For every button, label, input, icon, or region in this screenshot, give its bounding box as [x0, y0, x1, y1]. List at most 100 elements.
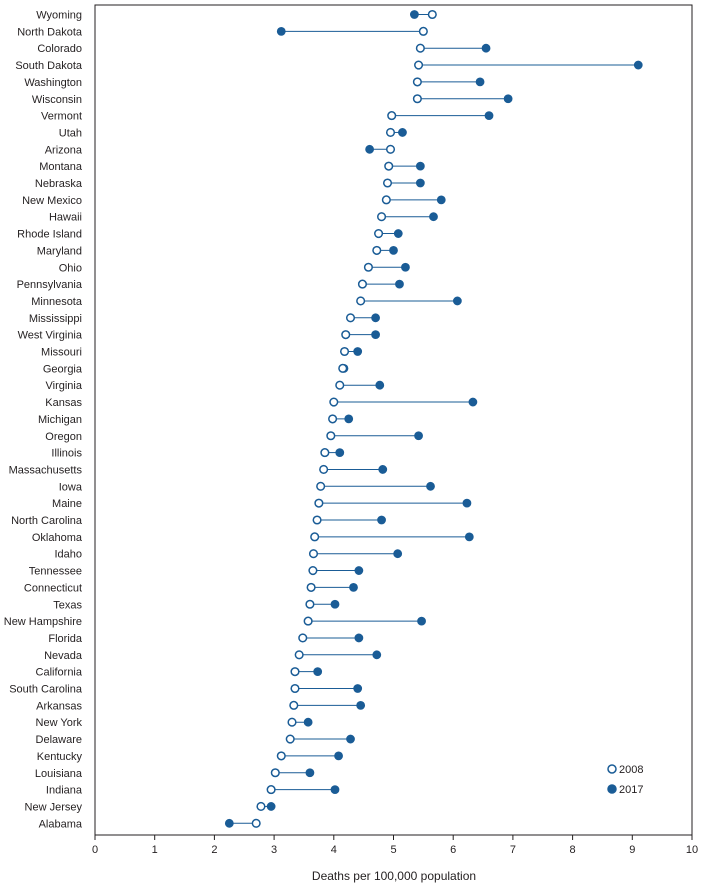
point-2008-kentucky [276, 751, 286, 761]
point-2008-kansas [329, 397, 339, 407]
point-2008-minnesota [356, 296, 366, 306]
point-2017-south-carolina [353, 684, 363, 693]
legend: 2008 2017 [607, 764, 643, 796]
point-2008-maine [314, 498, 324, 508]
state-label-missouri: Missouri [41, 347, 82, 359]
point-2008-washington [412, 77, 422, 87]
state-label-oklahoma: Oklahoma [32, 532, 83, 544]
x-tick-label-0: 0 [92, 844, 98, 856]
state-label-arizona: Arizona [45, 144, 83, 156]
state-label-north-carolina: North Carolina [11, 515, 83, 527]
point-2008-idaho [308, 549, 319, 559]
point-2017-new-hampshire [417, 616, 426, 626]
point-2017-arkansas [356, 700, 366, 710]
state-label-wisconsin: Wisconsin [32, 94, 82, 106]
x-tick-label-8: 8 [570, 844, 576, 856]
point-2008-georgia [338, 363, 348, 373]
point-2017-pennsylvania [395, 279, 404, 289]
state-label-florida: Florida [48, 633, 83, 645]
state-label-nevada: Nevada [44, 650, 83, 662]
state-label-nebraska: Nebraska [35, 178, 83, 190]
point-2008-michigan [328, 414, 338, 424]
point-2017-north-carolina [377, 515, 386, 525]
state-label-alabama: Alabama [39, 818, 83, 830]
point-2008-louisiana [270, 768, 280, 778]
point-2008-missouri [339, 346, 350, 357]
point-2017-oklahoma [464, 532, 474, 542]
point-2008-connecticut [306, 582, 316, 592]
point-2008-new-hampshire [303, 616, 313, 626]
state-label-texas: Texas [53, 599, 82, 611]
state-label-north-dakota: North Dakota [17, 26, 83, 38]
state-label-montana: Montana [39, 161, 83, 173]
point-2017-hawaii [429, 212, 438, 222]
point-2008-massachusetts [319, 464, 329, 475]
point-2008-arizona [385, 144, 396, 154]
point-2017-ohio [401, 262, 410, 272]
point-2017-kansas [468, 397, 478, 407]
point-2017-florida [354, 633, 364, 643]
point-2017-illinois [335, 448, 345, 458]
point-2008-wyoming [427, 9, 437, 20]
state-label-california: California [36, 667, 83, 679]
state-label-rhode-island: Rhode Island [17, 229, 82, 241]
state-label-ohio: Ohio [59, 262, 82, 274]
point-2008-south-dakota [414, 60, 424, 70]
point-2008-virginia [335, 380, 345, 390]
state-labels: Wyoming North Dakota Colorado South Dakota W… [4, 10, 83, 831]
legend-2017-marker [607, 784, 617, 794]
point-2008-montana [384, 161, 394, 171]
point-2008-new-mexico [381, 195, 391, 205]
point-2008-illinois [320, 448, 330, 458]
point-2017-texas [330, 599, 340, 609]
x-tick-label-9: 9 [629, 844, 635, 856]
point-2017-missouri [353, 347, 363, 356]
plot-area [94, 4, 693, 836]
state-label-west-virginia: West Virginia [18, 330, 83, 342]
series-layer [224, 9, 643, 828]
point-2017-wyoming [409, 10, 419, 19]
state-label-washington: Washington [24, 77, 82, 89]
state-label-louisiana: Louisiana [35, 768, 83, 780]
point-2017-vermont [484, 111, 494, 120]
point-2008-south-carolina [290, 683, 300, 694]
state-label-wyoming: Wyoming [36, 10, 82, 22]
x-tick-label-2: 2 [211, 844, 217, 856]
point-2008-rhode-island [374, 229, 384, 239]
point-2008-iowa [316, 481, 326, 491]
point-2017-montana [415, 161, 425, 171]
x-tick-label-6: 6 [450, 844, 456, 856]
point-2008-vermont [387, 111, 397, 121]
point-2017-nebraska [415, 178, 425, 188]
state-label-vermont: Vermont [41, 111, 82, 123]
point-2017-nevada [372, 650, 382, 660]
point-2017-massachusetts [378, 465, 388, 474]
point-2008-california [290, 667, 300, 677]
legend-2008-label: 2008 [619, 764, 643, 776]
state-label-oregon: Oregon [45, 431, 82, 443]
point-2017-indiana [330, 785, 340, 794]
point-2008-nevada [294, 650, 304, 660]
point-2017-michigan [344, 414, 354, 424]
point-2017-wisconsin [503, 94, 513, 104]
state-label-new-mexico: New Mexico [22, 195, 82, 207]
point-2017-north-dakota [276, 26, 286, 36]
state-label-tennessee: Tennessee [29, 566, 82, 578]
point-2008-hawaii [377, 212, 387, 222]
point-2008-new-york [287, 717, 297, 727]
point-2008-maryland [372, 245, 382, 255]
state-label-connecticut: Connecticut [24, 582, 82, 594]
point-2008-florida [298, 633, 308, 643]
x-tick-label-10: 10 [686, 844, 698, 856]
point-2008-mississippi [345, 313, 356, 323]
point-2008-alabama [251, 818, 261, 828]
point-2017-connecticut [349, 583, 358, 592]
point-2017-oregon [414, 431, 423, 441]
point-2008-delaware [285, 734, 295, 744]
point-2017-south-dakota [633, 60, 643, 70]
state-label-delaware: Delaware [36, 734, 82, 746]
point-2008-new-jersey [256, 801, 266, 812]
point-2017-colorado [481, 43, 491, 53]
point-2017-california [313, 667, 323, 677]
point-2008-nebraska [382, 178, 393, 188]
